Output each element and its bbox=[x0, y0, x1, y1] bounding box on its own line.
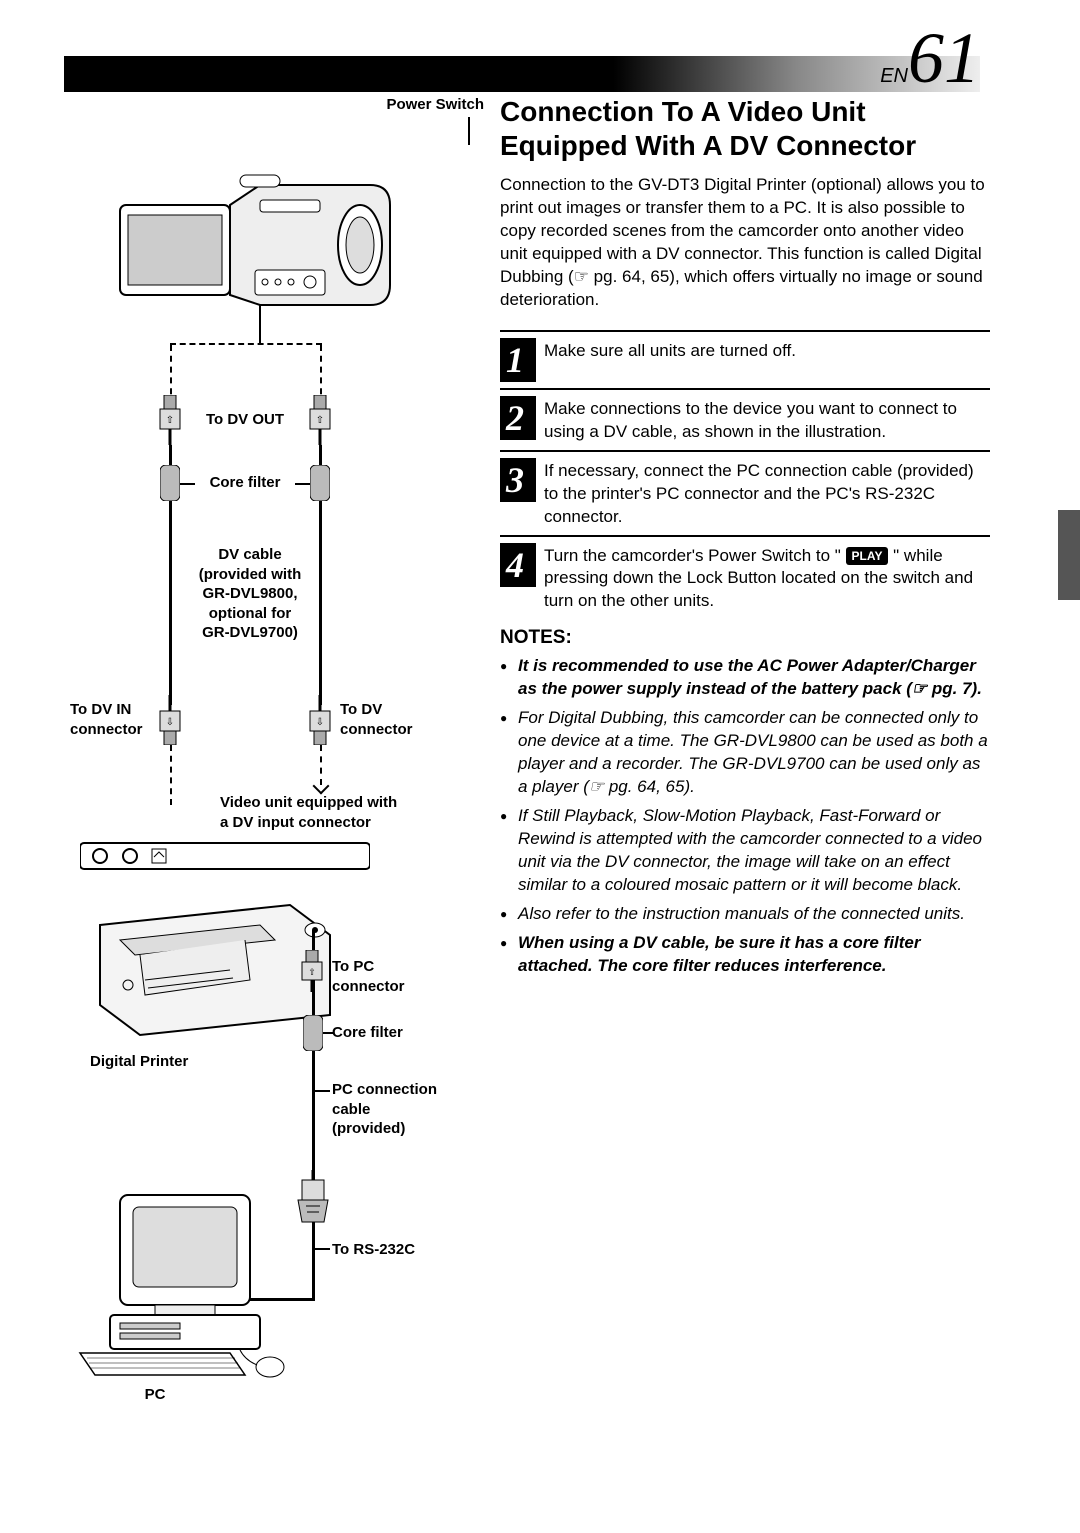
note-item: When using a DV cable, be sure it has a … bbox=[500, 932, 990, 978]
note-item: It is recommended to use the AC Power Ad… bbox=[500, 655, 990, 701]
pc-icon bbox=[75, 1185, 295, 1385]
video-unit-icon bbox=[80, 835, 370, 875]
step-rule bbox=[500, 388, 990, 390]
step-number: 1 bbox=[500, 338, 536, 382]
step-text: Make connections to the device you want … bbox=[544, 396, 990, 444]
note-item: For Digital Dubbing, this camcorder can … bbox=[500, 707, 990, 799]
step-text: If necessary, connect the PC connection … bbox=[544, 458, 990, 529]
label-core-filter-2: Core filter bbox=[332, 1023, 432, 1043]
step-number: 4 bbox=[500, 543, 536, 587]
camcorder-icon bbox=[110, 145, 410, 345]
step-text: Make sure all units are turned off. bbox=[544, 338, 796, 363]
notes-list: It is recommended to use the AC Power Ad… bbox=[500, 655, 990, 977]
label-digital-printer: Digital Printer bbox=[90, 1052, 230, 1072]
dv-out-plug-left-icon: ⇧ bbox=[158, 395, 182, 445]
play-badge: PLAY bbox=[846, 547, 889, 565]
note-item: If Still Playback, Slow-Motion Playback,… bbox=[500, 805, 990, 897]
core-filter-right-icon bbox=[310, 465, 330, 501]
rs232c-plug-icon bbox=[296, 1170, 330, 1230]
step-text: Turn the camcorder's Power Switch to " P… bbox=[544, 543, 990, 614]
step-2: 2 Make connections to the device you wan… bbox=[500, 396, 990, 444]
label-to-dv-out: To DV OUT bbox=[190, 410, 300, 430]
dv-in-plug-left-icon: ⇩ bbox=[158, 695, 182, 745]
label-pc-cable: PC connection cable (provided) bbox=[332, 1080, 472, 1139]
note-item: Also refer to the instruction manuals of… bbox=[500, 903, 990, 926]
label-power-switch: Power Switch bbox=[354, 95, 484, 115]
step-3: 3 If necessary, connect the PC connectio… bbox=[500, 458, 990, 529]
label-to-pc-connector: To PC connector bbox=[332, 957, 432, 996]
page-number: EN61 bbox=[880, 30, 980, 89]
section-title: Connection To A Video Unit Equipped With… bbox=[500, 95, 990, 162]
pc-plug-top-icon: ⇧ bbox=[300, 950, 324, 992]
step-rule bbox=[500, 535, 990, 537]
core-filter-bottom-icon bbox=[303, 1015, 323, 1051]
header-gradient-bar bbox=[64, 56, 980, 92]
svg-text:⇧: ⇧ bbox=[316, 415, 324, 426]
label-core-filter-1: Core filter bbox=[190, 473, 300, 493]
step-number: 3 bbox=[500, 458, 536, 502]
step-rule bbox=[500, 330, 990, 332]
step-number: 2 bbox=[500, 396, 536, 440]
side-tab bbox=[1058, 510, 1080, 600]
page-num-digits: 61 bbox=[908, 18, 980, 98]
text-column: Connection To A Video Unit Equipped With… bbox=[500, 95, 990, 984]
label-pc: PC bbox=[135, 1385, 175, 1405]
step-1: 1 Make sure all units are turned off. bbox=[500, 338, 990, 382]
svg-text:⇧: ⇧ bbox=[308, 967, 316, 977]
label-to-dv-connector: To DV connector bbox=[340, 700, 430, 739]
core-filter-left-icon bbox=[160, 465, 180, 501]
connection-diagram: Power Switch ⇧ ⇧ To DV OUT bbox=[90, 95, 490, 1375]
label-to-rs232c: To RS-232C bbox=[332, 1240, 452, 1260]
label-video-unit: Video unit equipped with a DV input conn… bbox=[220, 793, 460, 832]
step-rule bbox=[500, 450, 990, 452]
dv-in-plug-right-icon: ⇩ bbox=[308, 695, 332, 745]
step-4: 4 Turn the camcorder's Power Switch to "… bbox=[500, 543, 990, 614]
step4-pre: Turn the camcorder's Power Switch to " bbox=[544, 546, 846, 565]
page-lang: EN bbox=[880, 65, 908, 87]
svg-text:⇧: ⇧ bbox=[166, 415, 174, 426]
dv-out-plug-right-icon: ⇧ bbox=[308, 395, 332, 445]
intro-paragraph: Connection to the GV-DT3 Digital Printer… bbox=[500, 174, 990, 312]
svg-text:⇩: ⇩ bbox=[316, 717, 324, 728]
label-to-dv-in: To DV IN connector bbox=[70, 700, 160, 739]
svg-text:⇩: ⇩ bbox=[166, 717, 174, 728]
label-dv-cable: DV cable (provided with GR-DVL9800, opti… bbox=[185, 545, 315, 643]
notes-heading: NOTES: bbox=[500, 627, 990, 649]
